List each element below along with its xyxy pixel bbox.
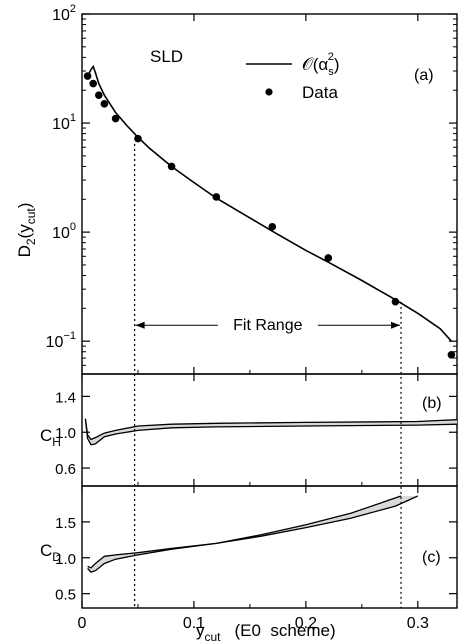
y-tick-label: 0.6 (55, 461, 76, 478)
y-tick-label: 10−1 (46, 330, 76, 351)
data-point (212, 193, 221, 201)
band-upper-edge (84, 418, 457, 441)
data-point (134, 134, 142, 143)
x-tick-label: 0.1 (183, 615, 205, 632)
y-tick-label: 102 (52, 3, 76, 24)
data-point (111, 114, 120, 123)
x-tick-label: 0.3 (407, 615, 429, 632)
legend-data-marker (265, 88, 273, 96)
data-point (391, 297, 400, 306)
panel-a-ylabel: D2(ycut) (15, 203, 38, 258)
data-point (100, 100, 109, 108)
x-tick-label: 0.2 (295, 615, 317, 632)
data-point (83, 72, 92, 80)
panel-c-label: (c) (422, 549, 441, 566)
legend-data-label: Data (302, 83, 338, 102)
panel-b-label: (b) (422, 395, 442, 412)
panel-c-ylabel: CD (40, 541, 61, 564)
tick-labels: 0 0.1 0.2 0.3 10−1 100 101 102 0.6 1.0 1.4 0.5 1.0 1.… (46, 3, 429, 632)
band-layer (84, 418, 457, 573)
fit-range-markers (134, 144, 402, 608)
data-point (94, 91, 103, 100)
correction-band (87, 496, 418, 573)
y-tick-label: 0.5 (55, 587, 76, 604)
theory-curve (86, 64, 452, 342)
experiment-label: SLD (150, 47, 183, 66)
x-tick-label: 0 (78, 615, 87, 632)
data-point (268, 222, 277, 231)
fit-range-arrow (135, 321, 401, 329)
panel-b-ylabel: CH (40, 426, 61, 449)
band-lower-edge (84, 418, 457, 446)
y-tick-label: 1.0 (55, 425, 76, 442)
band-lower-edge (87, 495, 419, 573)
data-point (447, 350, 456, 359)
band-upper-edge (87, 495, 402, 569)
y-tick-label: 1.0 (55, 551, 76, 568)
panel-c-frame (81, 485, 458, 609)
data-point (89, 79, 97, 88)
legend-theory-label: 𝒪(αs2) (302, 51, 340, 78)
panel-a-label: (a) (414, 67, 434, 84)
y-tick-label: 1.5 (55, 515, 76, 532)
data-point (167, 162, 176, 171)
y-tick-label: 101 (52, 112, 76, 133)
data-point (324, 254, 333, 262)
series-layer (83, 64, 456, 359)
y-tick-label: 100 (52, 221, 76, 242)
x-axis-label: ycut (E0 scheme) (196, 621, 336, 643)
fit-range-label: Fit Range (233, 317, 302, 334)
y-tick-label: 1.4 (55, 389, 76, 406)
